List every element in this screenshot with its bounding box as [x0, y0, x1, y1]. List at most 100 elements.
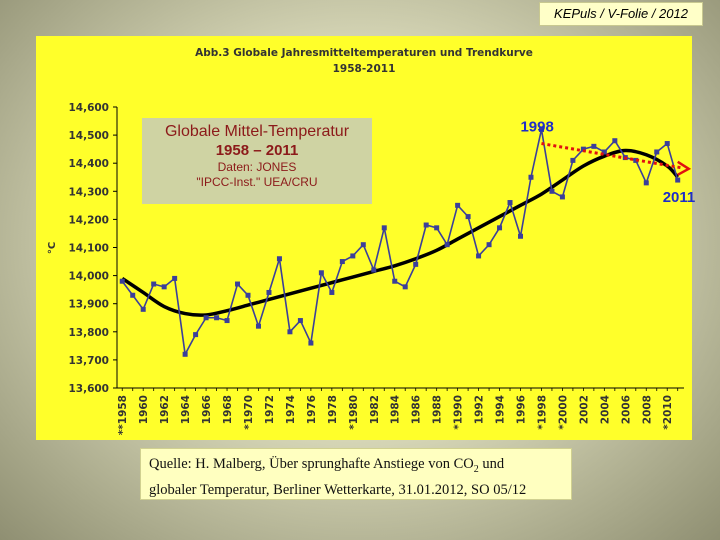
data-point-1973: [276, 256, 282, 262]
y-tick-label: 14,000: [68, 271, 109, 283]
y-tick-label: 14,300: [68, 186, 109, 198]
data-point-1961: [151, 281, 157, 287]
data-point-1991: [465, 214, 471, 220]
x-tick-label: *1980: [348, 395, 360, 430]
legend-institute: "IPCC-Inst." UEA/CRU: [196, 175, 318, 189]
x-tick-label: 1968: [222, 395, 234, 424]
data-point-1985: [402, 284, 408, 290]
data-point-1990: [455, 202, 461, 208]
x-tick-label: 1996: [516, 395, 528, 424]
y-tick-label: 13,700: [68, 355, 109, 367]
data-point-1964: [182, 351, 188, 357]
data-point-2001: [570, 157, 576, 163]
data-point-1965: [193, 332, 199, 338]
data-point-2000: [559, 194, 565, 200]
x-tick-label: 1978: [327, 395, 339, 424]
data-point-1979: [339, 259, 345, 265]
source-line-1-tail: und: [478, 456, 505, 472]
chart-title: Abb.3 Globale Jahresmitteltemperaturen u…: [195, 47, 533, 59]
legend-data-source: Daten: JONES: [217, 160, 297, 174]
data-point-2007: [633, 157, 639, 163]
y-tick-label: 14,400: [68, 158, 109, 170]
source-line-2: globaler Temperatur, Berliner Wetterkart…: [149, 481, 527, 498]
data-point-1992: [476, 253, 482, 259]
source-citation: Quelle: H. Malberg, Über sprunghafte Ans…: [140, 448, 572, 500]
data-point-1970: [245, 292, 251, 298]
y-tick-label: 13,900: [68, 299, 109, 311]
data-point-1998: [538, 126, 544, 132]
source-line-1: Quelle: H. Malberg, Über sprunghafte Ans…: [149, 454, 563, 480]
end-year-label: 2011: [663, 189, 696, 206]
data-point-2005: [612, 138, 618, 144]
x-tick-label: 1982: [369, 395, 381, 424]
data-point-1989: [444, 242, 450, 248]
x-tick-label: *1970: [243, 395, 255, 430]
y-tick-label: 14,500: [68, 130, 109, 142]
data-point-1974: [287, 329, 293, 335]
x-tick-label: 2008: [641, 395, 653, 424]
data-point-2009: [654, 149, 660, 155]
x-tick-label: 1972: [264, 395, 276, 424]
x-tick-label: *1998: [536, 395, 548, 430]
data-point-2002: [580, 146, 586, 152]
data-point-2010: [664, 141, 670, 147]
x-tick-label: 1974: [285, 395, 297, 424]
y-axis-label: °C: [47, 242, 58, 254]
data-point-2008: [643, 180, 649, 186]
x-tick-label: 1962: [159, 395, 171, 424]
data-point-1980: [350, 253, 356, 259]
x-tick-label: 2002: [578, 395, 590, 424]
data-point-2011: [675, 177, 681, 183]
data-point-1960: [140, 306, 146, 312]
data-point-1968: [224, 318, 230, 324]
data-point-1984: [392, 278, 398, 284]
data-point-1983: [381, 225, 387, 231]
x-tick-label: 1960: [138, 395, 150, 424]
x-tick-label: *2010: [662, 395, 674, 430]
y-tick-label: 14,100: [68, 243, 109, 255]
x-tick-label: 1964: [180, 395, 192, 424]
source-subscript: 2: [473, 463, 479, 475]
x-tick-label: 1984: [390, 395, 402, 424]
data-point-2003: [591, 143, 597, 149]
header-badge: KEPuls / V-Folie / 2012: [539, 2, 703, 26]
data-point-1981: [360, 242, 366, 248]
data-point-2004: [601, 149, 607, 155]
chart-subtitle: 1958-2011: [332, 63, 396, 75]
legend-period: 1958 – 2011: [215, 142, 299, 159]
data-point-1997: [528, 174, 534, 180]
x-tick-label: **1958: [117, 395, 129, 435]
x-tick-label: 1966: [201, 395, 213, 424]
data-point-1977: [318, 270, 324, 276]
x-tick-label: 1988: [432, 395, 444, 424]
source-line-1-text: Quelle: H. Malberg, Über sprunghafte Ans…: [149, 456, 474, 472]
data-point-1978: [329, 289, 335, 295]
data-point-1969: [235, 281, 241, 287]
data-point-1972: [266, 289, 272, 295]
data-point-1963: [172, 275, 178, 281]
legend-title: Globale Mittel-Temperatur: [164, 123, 350, 140]
x-tick-label: 1994: [495, 395, 507, 424]
data-point-1994: [497, 225, 503, 231]
data-point-1988: [434, 225, 440, 231]
data-point-1966: [203, 315, 209, 321]
x-tick-label: *2000: [557, 395, 569, 430]
data-point-1986: [413, 261, 419, 267]
data-point-1996: [518, 233, 524, 239]
data-point-1982: [371, 267, 377, 273]
data-point-1967: [214, 315, 220, 321]
x-tick-label: *1990: [453, 395, 465, 430]
y-tick-label: 13,800: [68, 327, 109, 339]
x-tick-label: 1986: [411, 395, 423, 424]
x-tick-label: 2004: [599, 395, 611, 424]
peak-year-label: 1998: [520, 118, 553, 135]
data-point-1971: [255, 323, 261, 329]
chart-panel: Abb.3 Globale Jahresmitteltemperaturen u…: [36, 36, 692, 440]
x-tick-label: 1992: [474, 395, 486, 424]
data-point-1995: [507, 200, 513, 206]
y-tick-label: 14,600: [68, 102, 109, 114]
data-point-1976: [308, 340, 314, 346]
y-tick-label: 14,200: [68, 214, 109, 226]
trend-arrow-line: [541, 142, 682, 170]
trend-arrow-head: [677, 160, 692, 176]
